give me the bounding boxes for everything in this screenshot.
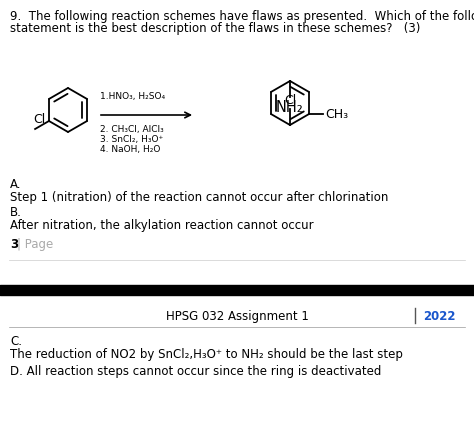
Text: | Page: | Page bbox=[17, 238, 53, 251]
Text: 3. SnCl₂, H₃O⁺: 3. SnCl₂, H₃O⁺ bbox=[100, 135, 163, 144]
Text: CH₃: CH₃ bbox=[325, 108, 348, 121]
Text: statement is the best description of the flaws in these schemes?   (3): statement is the best description of the… bbox=[10, 22, 420, 35]
Text: Step 1 (nitration) of the reaction cannot occur after chlorination: Step 1 (nitration) of the reaction canno… bbox=[10, 191, 388, 204]
Text: 9.  The following reaction schemes have flaws as presented.  Which of the follow: 9. The following reaction schemes have f… bbox=[10, 10, 474, 23]
Text: 4. NaOH, H₂O: 4. NaOH, H₂O bbox=[100, 145, 160, 154]
Text: 3: 3 bbox=[10, 238, 18, 251]
Text: D. All reaction steps cannot occur since the ring is deactivated: D. All reaction steps cannot occur since… bbox=[10, 365, 382, 378]
Text: 1.HNO₃, H₂SO₄: 1.HNO₃, H₂SO₄ bbox=[100, 92, 165, 101]
Text: B.: B. bbox=[10, 206, 22, 219]
Text: 2022: 2022 bbox=[423, 310, 456, 323]
Text: The reduction of NO2 by SnCl₂,H₃O⁺ to NH₂ should be the last step: The reduction of NO2 by SnCl₂,H₃O⁺ to NH… bbox=[10, 348, 403, 361]
Text: Cl: Cl bbox=[33, 113, 46, 126]
Text: After nitration, the alkylation reaction cannot occur: After nitration, the alkylation reaction… bbox=[10, 219, 314, 232]
Text: NH₂: NH₂ bbox=[276, 100, 304, 115]
Text: A.: A. bbox=[10, 178, 21, 191]
Text: HPSG 032 Assignment 1: HPSG 032 Assignment 1 bbox=[165, 310, 309, 323]
Text: Cl: Cl bbox=[284, 94, 296, 107]
Text: 2. CH₃Cl, AlCl₃: 2. CH₃Cl, AlCl₃ bbox=[100, 125, 164, 134]
Text: C.: C. bbox=[10, 335, 22, 348]
